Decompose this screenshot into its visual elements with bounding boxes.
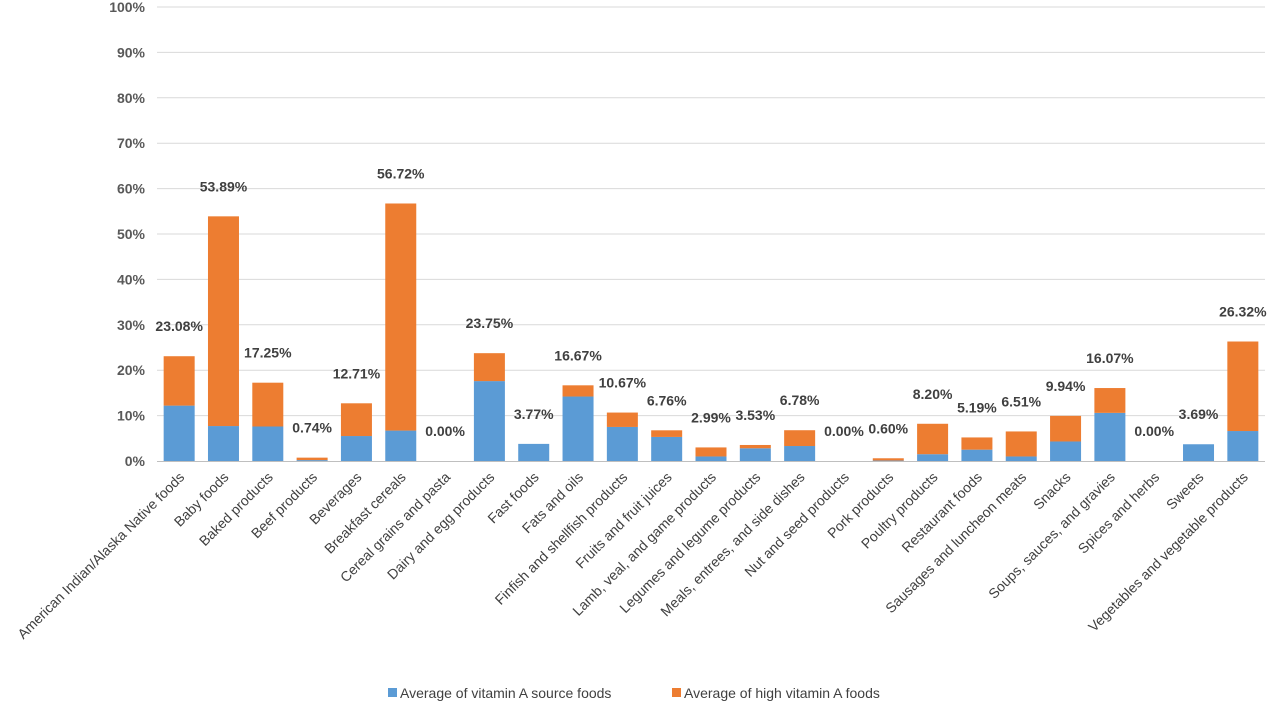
legend-label-vitamin-a-source: Average of vitamin A source foods bbox=[400, 685, 611, 701]
bar-vitamin-a-source-sweets bbox=[1183, 444, 1215, 461]
category-labels: American Indian/Alaska Native foodsBaby … bbox=[14, 469, 1251, 642]
category-label-sweets: Sweets bbox=[1163, 469, 1207, 513]
bars bbox=[163, 203, 1259, 461]
bar-high-vitamin-a-snacks bbox=[1050, 415, 1082, 442]
data-label-nut-and-seed-products: 0.00% bbox=[824, 423, 864, 439]
y-tick-label: 30% bbox=[117, 317, 146, 333]
bar-high-vitamin-a-fats-and-oils bbox=[562, 385, 594, 397]
bar-high-vitamin-a-pork-products bbox=[872, 458, 904, 461]
bar-high-vitamin-a-beverages bbox=[340, 403, 372, 437]
bar-vitamin-a-source-baked-products bbox=[252, 426, 284, 461]
bar-high-vitamin-a-sausages-and-luncheon-meats bbox=[1005, 431, 1037, 457]
data-label-pork-products: 0.60% bbox=[868, 420, 908, 436]
bar-vitamin-a-source-legumes-and-legume-products bbox=[739, 448, 771, 461]
data-label-finfish-and-shellfish-products: 10.67% bbox=[599, 375, 647, 391]
bar-high-vitamin-a-finfish-and-shellfish-products bbox=[606, 412, 638, 427]
bar-vitamin-a-source-fast-foods bbox=[518, 443, 550, 461]
category-label-breakfast-cereals: Breakfast cereals bbox=[321, 469, 409, 557]
bar-vitamin-a-source-dairy-and-egg-products bbox=[473, 381, 505, 461]
bar-vitamin-a-source-soups-sauces-and-gravies bbox=[1094, 412, 1126, 461]
bar-high-vitamin-a-restaurant-foods bbox=[961, 437, 993, 450]
data-label-breakfast-cereals: 56.72% bbox=[377, 165, 425, 181]
y-tick-label: 50% bbox=[117, 226, 146, 242]
y-tick-label: 70% bbox=[117, 135, 146, 151]
bar-vitamin-a-source-restaurant-foods bbox=[961, 449, 993, 461]
bar-high-vitamin-a-dairy-and-egg-products bbox=[473, 353, 505, 382]
data-label-cereal-grains-and-pasta: 0.00% bbox=[425, 423, 465, 439]
data-label-fats-and-oils: 16.67% bbox=[554, 347, 602, 363]
category-label-snacks: Snacks bbox=[1030, 469, 1074, 513]
y-tick-label: 80% bbox=[117, 90, 146, 106]
bar-high-vitamin-a-lamb-veal-and-game-products bbox=[695, 447, 727, 457]
gridlines bbox=[157, 6, 1265, 417]
bar-vitamin-a-source-vegetables-and-vegetable-products bbox=[1227, 431, 1259, 461]
category-label-american-indian-alaska-native-foods: American Indian/Alaska Native foods bbox=[14, 469, 187, 642]
bar-vitamin-a-source-beef-products bbox=[296, 460, 328, 461]
category-label-spices-and-herbs: Spices and herbs bbox=[1075, 469, 1163, 557]
data-label-dairy-and-egg-products: 23.75% bbox=[466, 315, 514, 331]
bar-high-vitamin-a-fruits-and-fruit-juices bbox=[651, 430, 683, 437]
data-label-legumes-and-legume-products: 3.53% bbox=[735, 407, 775, 423]
legend-swatch-high-vitamin-a bbox=[672, 688, 681, 697]
data-label-american-indian-alaska-native-foods: 23.08% bbox=[155, 318, 203, 334]
y-tick-label: 90% bbox=[117, 44, 146, 60]
bar-vitamin-a-source-poultry-products bbox=[917, 454, 949, 461]
y-tick-label: 40% bbox=[117, 271, 146, 287]
data-label-vegetables-and-vegetable-products: 26.32% bbox=[1219, 304, 1267, 320]
bar-vitamin-a-source-finfish-and-shellfish-products bbox=[606, 426, 638, 461]
bar-vitamin-a-source-fats-and-oils bbox=[562, 396, 594, 461]
legend: Average of vitamin A source foods Averag… bbox=[388, 685, 880, 701]
data-labels: 23.08% 53.89% 17.25% 0.74% 12.71% 56.72% 0.00%… bbox=[155, 165, 1267, 439]
y-tick-label: 0% bbox=[125, 453, 146, 469]
bar-high-vitamin-a-poultry-products bbox=[917, 423, 949, 455]
legend-label-high-vitamin-a: Average of high vitamin A foods bbox=[684, 685, 880, 701]
bar-vitamin-a-source-snacks bbox=[1050, 441, 1082, 461]
data-label-sausages-and-luncheon-meats: 6.51% bbox=[1001, 393, 1041, 409]
data-label-snacks: 9.94% bbox=[1046, 378, 1086, 394]
data-label-meals-entrees-and-side-dishes: 6.78% bbox=[780, 392, 820, 408]
data-label-beverages: 12.71% bbox=[333, 365, 381, 381]
data-label-soups-sauces-and-gravies: 16.07% bbox=[1086, 350, 1134, 366]
data-label-lamb-veal-and-game-products: 2.99% bbox=[691, 409, 731, 425]
category-label-restaurant-foods: Restaurant foods bbox=[898, 469, 985, 556]
y-tick-label: 60% bbox=[117, 181, 146, 197]
data-label-baked-products: 17.25% bbox=[244, 345, 292, 361]
data-label-restaurant-foods: 5.19% bbox=[957, 399, 997, 415]
bar-high-vitamin-a-american-indian-alaska-native-foods bbox=[163, 356, 195, 406]
data-label-poultry-products: 8.20% bbox=[913, 386, 953, 402]
bar-vitamin-a-source-sausages-and-luncheon-meats bbox=[1005, 456, 1037, 461]
legend-swatch-vitamin-a-source bbox=[388, 688, 397, 697]
bar-high-vitamin-a-baby-foods bbox=[207, 216, 239, 427]
bar-vitamin-a-source-breakfast-cereals bbox=[385, 430, 417, 461]
data-label-beef-products: 0.74% bbox=[292, 420, 332, 436]
bar-high-vitamin-a-baked-products bbox=[252, 382, 284, 427]
data-label-baby-foods: 53.89% bbox=[200, 178, 248, 194]
bar-high-vitamin-a-vegetables-and-vegetable-products bbox=[1227, 341, 1259, 432]
bar-high-vitamin-a-soups-sauces-and-gravies bbox=[1094, 388, 1126, 413]
bar-vitamin-a-source-lamb-veal-and-game-products bbox=[695, 456, 727, 461]
bar-vitamin-a-source-meals-entrees-and-side-dishes bbox=[784, 446, 816, 461]
bar-high-vitamin-a-breakfast-cereals bbox=[385, 203, 417, 431]
y-tick-label: 20% bbox=[117, 362, 146, 378]
bar-vitamin-a-source-fruits-and-fruit-juices bbox=[651, 436, 683, 461]
bar-vitamin-a-source-beverages bbox=[340, 436, 372, 461]
bar-high-vitamin-a-meals-entrees-and-side-dishes bbox=[784, 430, 816, 447]
y-tick-label: 10% bbox=[117, 408, 146, 424]
data-label-sweets: 3.69% bbox=[1179, 406, 1219, 422]
bar-vitamin-a-source-american-indian-alaska-native-foods bbox=[163, 405, 195, 461]
y-axis-tick-labels: 0% 10% 20% 30% 40% 50% 60% 70% 80% 90% 100% bbox=[109, 0, 145, 469]
data-label-fast-foods: 3.77% bbox=[514, 406, 554, 422]
bar-vitamin-a-source-baby-foods bbox=[207, 426, 239, 461]
category-label-poultry-products: Poultry products bbox=[858, 469, 941, 552]
bar-high-vitamin-a-legumes-and-legume-products bbox=[739, 444, 771, 449]
category-label-vegetables-and-vegetable-products: Vegetables and vegetable products bbox=[1085, 469, 1251, 635]
bar-high-vitamin-a-beef-products bbox=[296, 457, 328, 461]
data-label-fruits-and-fruit-juices: 6.76% bbox=[647, 392, 687, 408]
data-label-spices-and-herbs: 0.00% bbox=[1134, 423, 1174, 439]
y-tick-label: 100% bbox=[109, 0, 145, 15]
